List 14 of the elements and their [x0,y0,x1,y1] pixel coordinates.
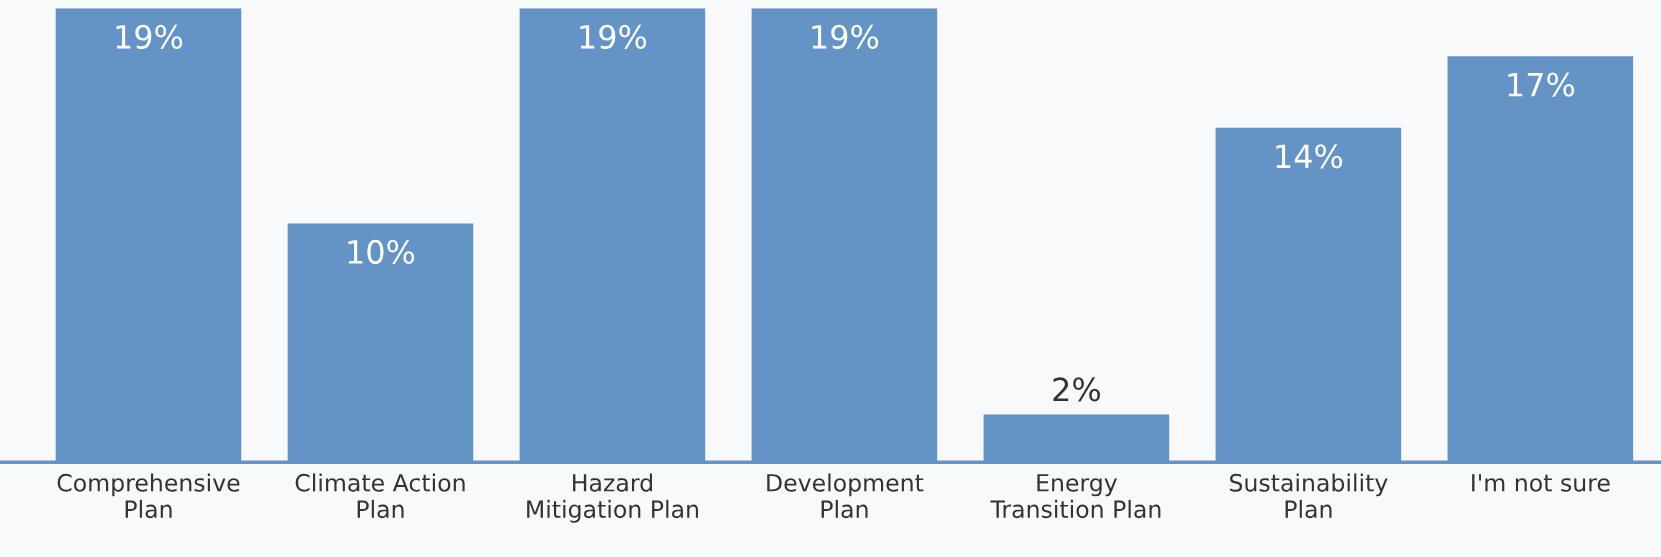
data-label: 2% [1053,377,1100,402]
data-label: 10% [348,239,415,264]
data-label: 14% [1276,144,1343,169]
x-tick-label: Development Plan [767,473,924,519]
data-label: 19% [812,24,879,49]
data-label: 19% [580,24,647,49]
data-label: 19% [116,24,183,49]
x-tick-label: Energy Transition Plan [990,474,1161,519]
x-tick-label: Sustainability Plan [1230,473,1388,519]
x-tick-label: Climate Action Plan [295,473,465,519]
data-label: 17% [1508,72,1575,97]
x-tick-label: Hazard Mitigation Plan [527,473,699,523]
x-tick-label: I'm not sure [1472,474,1610,492]
x-tick-label: Comprehensive Plan [57,473,240,519]
